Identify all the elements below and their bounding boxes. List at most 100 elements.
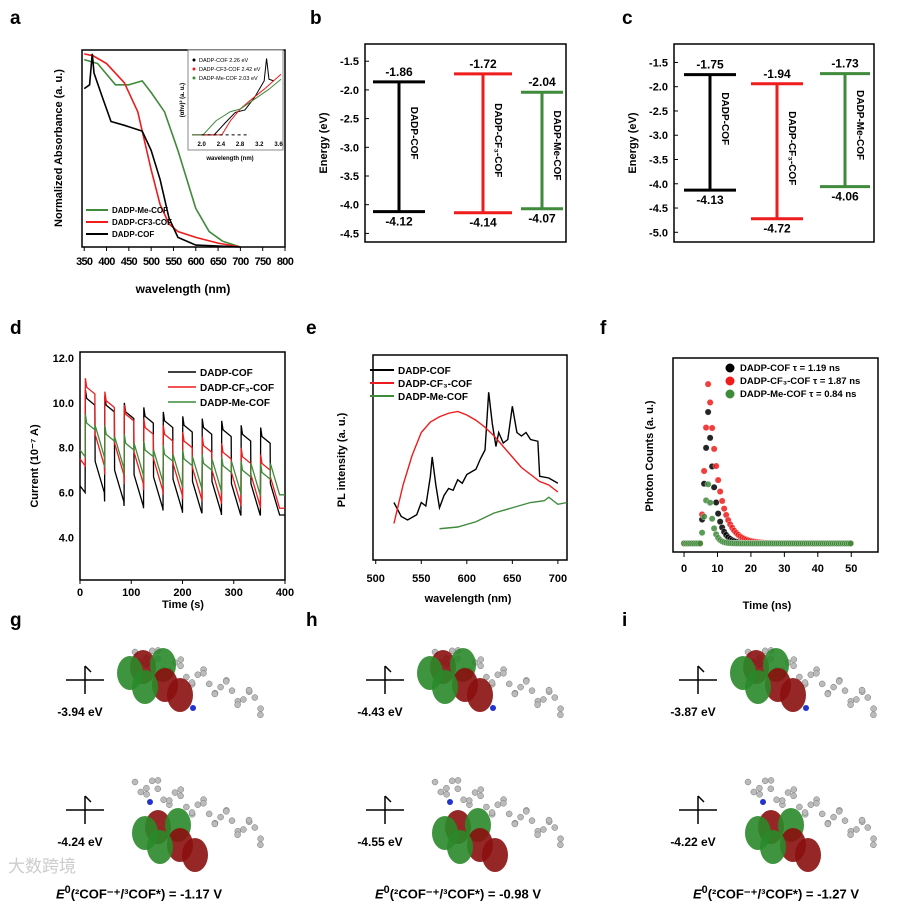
atom — [864, 824, 872, 831]
atom — [143, 784, 150, 792]
atom — [234, 831, 241, 839]
level-name: DADP-Me-COF — [551, 110, 562, 180]
y-tick-label: -3.5 — [649, 155, 668, 167]
level-name: DADP-CF₃-COF — [492, 103, 503, 177]
data-point-DADP-CF3-COF — [714, 476, 722, 484]
x-tick-label: 550 — [412, 573, 430, 585]
redox-potential-h: E0(²COF⁻⁺/³COF*) = -0.98 V — [375, 884, 541, 902]
inset-legend-marker — [192, 76, 196, 80]
atom — [200, 670, 207, 677]
atom — [454, 777, 462, 784]
data-point-DADP-COF — [704, 408, 712, 416]
eq-sup: 0 — [701, 884, 708, 896]
atom — [177, 656, 185, 663]
atom — [796, 673, 803, 681]
y-tick-label: -2.0 — [649, 82, 668, 94]
data-point-DADP-CF3-COF — [708, 424, 716, 432]
x-tick-label: 650 — [210, 256, 227, 268]
arrow-head-icon — [384, 795, 392, 803]
arrow-head-icon — [84, 795, 92, 803]
x-tick-label: 200 — [173, 587, 191, 599]
atom — [177, 792, 184, 800]
atom — [824, 690, 832, 698]
y-axis-label: Energy (eV) — [318, 112, 330, 173]
orbital-lobe — [432, 816, 458, 850]
atom — [477, 792, 484, 800]
atom — [517, 683, 524, 691]
atom — [870, 705, 877, 712]
legend-label: DADP-CF3-COF — [112, 218, 172, 227]
atom — [177, 662, 184, 670]
atom — [148, 777, 156, 785]
y-axis-label: Normalized Absorbance (a. u.) — [53, 69, 65, 227]
atom — [767, 785, 775, 793]
inset-x-tick-label: 3.6 — [274, 142, 283, 148]
atom — [443, 784, 450, 792]
series-line-DADP-CF3-COF — [79, 378, 285, 509]
x-tick-label: 600 — [188, 256, 205, 268]
orbital-energy-label: -3.87 eV — [670, 705, 715, 719]
nitrogen-atom — [447, 799, 453, 805]
series-line-DADP-Me-COF — [79, 414, 285, 496]
series-line-DADP-COF — [83, 53, 241, 248]
inset-x-tick-label: 2.8 — [236, 142, 245, 148]
atom — [217, 683, 224, 691]
eq-text: (²COF⁻⁺/³COF*) = -1.27 V — [707, 886, 860, 902]
panel-label-h: h — [306, 610, 318, 631]
atom — [200, 800, 207, 807]
atom — [767, 777, 775, 784]
redox-potential-i: E0(²COF⁻⁺/³COF*) = -1.27 V — [693, 884, 859, 902]
legend-label: DADP-COF τ = 1.19 ns — [740, 363, 840, 374]
atom — [557, 711, 564, 719]
orbital-lobe — [795, 838, 821, 872]
atom — [448, 777, 456, 785]
atom — [240, 826, 247, 833]
y-tick-label: -4.0 — [340, 200, 359, 212]
atom — [160, 796, 167, 804]
atom — [171, 789, 179, 796]
inset-series-DADP-COF — [192, 58, 274, 136]
atom — [756, 791, 763, 798]
level-name: DADP-COF — [408, 107, 419, 160]
inset-legend-marker — [192, 67, 196, 71]
series-line-DADP-Me-COF — [84, 58, 241, 248]
orbital-lobe — [182, 838, 208, 872]
x-tick-label: 400 — [98, 256, 115, 268]
atom — [228, 817, 236, 824]
atom — [847, 701, 854, 709]
inset-x-tick-label: 3.2 — [255, 142, 264, 148]
atom — [137, 788, 145, 796]
atom — [864, 694, 872, 701]
homo-value: -4.13 — [696, 193, 724, 207]
arrow-head-icon — [697, 795, 705, 803]
atom — [756, 784, 763, 792]
arrow-head-icon — [697, 665, 705, 673]
nitrogen-atom — [760, 799, 766, 805]
level-name: DADP-COF — [719, 92, 730, 145]
orbital-energy-label: -3.94 eV — [57, 705, 102, 719]
atom — [517, 813, 524, 821]
panel-label-a: a — [10, 8, 21, 29]
homo-value: -4.14 — [469, 216, 497, 230]
atom — [251, 824, 259, 831]
atom — [534, 701, 541, 709]
atom — [841, 687, 849, 694]
y-tick-label: -2.5 — [340, 114, 359, 126]
atom — [194, 671, 202, 678]
atom — [488, 809, 496, 816]
y-axis-label: Energy (eV) — [627, 112, 639, 173]
atom — [477, 656, 485, 663]
legend-marker — [725, 376, 735, 386]
atom — [790, 656, 798, 663]
x-tick-label: 400 — [276, 587, 294, 599]
atom — [830, 813, 837, 821]
x-tick-label: 30 — [778, 563, 790, 575]
y-tick-label: -3.5 — [340, 171, 359, 183]
atom — [211, 690, 219, 698]
data-point-DADP-CF3-COF — [704, 380, 712, 388]
orbital-lobe — [780, 678, 806, 712]
atom — [245, 816, 253, 824]
data-point-DADP-CF3-COF — [710, 445, 718, 453]
legend-marker — [725, 363, 735, 373]
panel-f-axes — [672, 357, 879, 553]
